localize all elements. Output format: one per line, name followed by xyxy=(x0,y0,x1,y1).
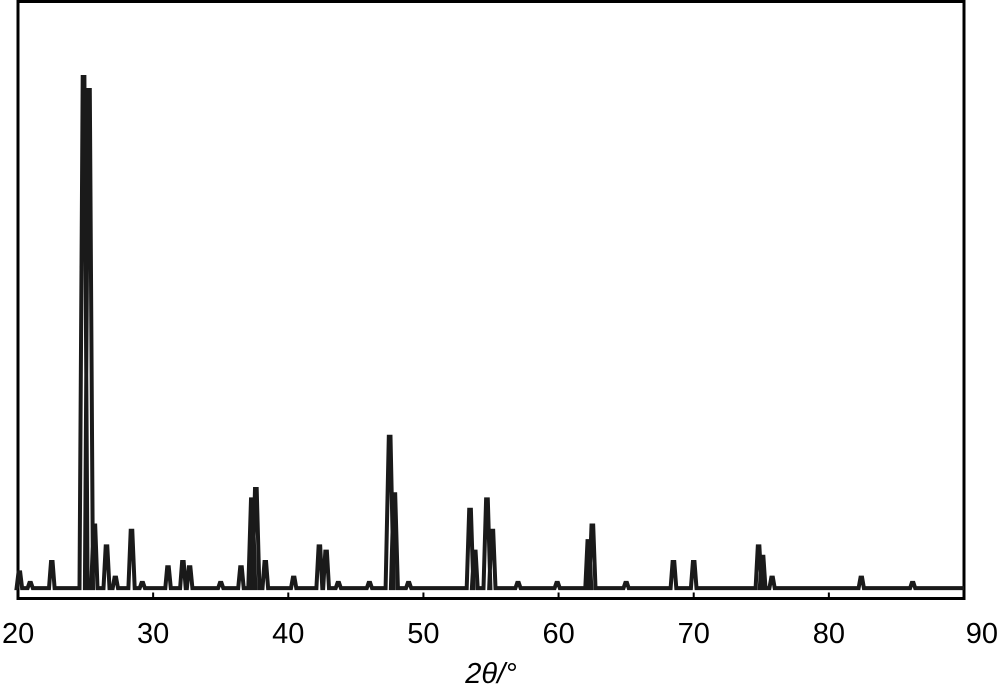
x-tick-label: 80 xyxy=(813,618,845,650)
x-axis-title: 2θ/° xyxy=(464,658,517,690)
plot-frame xyxy=(16,0,966,600)
x-tick-label: 50 xyxy=(407,618,439,650)
x-axis-ticks: 20 30 40 50 60 70 80 90 xyxy=(2,592,998,650)
x-tick-label: 30 xyxy=(137,618,169,650)
diffraction-pattern-trace xyxy=(14,75,964,591)
x-tick-label: 40 xyxy=(272,618,304,650)
x-tick-label: 20 xyxy=(2,618,34,650)
x-tick-label: 60 xyxy=(542,618,574,650)
x-tick-label: 90 xyxy=(966,618,998,650)
x-tick-label: 70 xyxy=(678,618,710,650)
